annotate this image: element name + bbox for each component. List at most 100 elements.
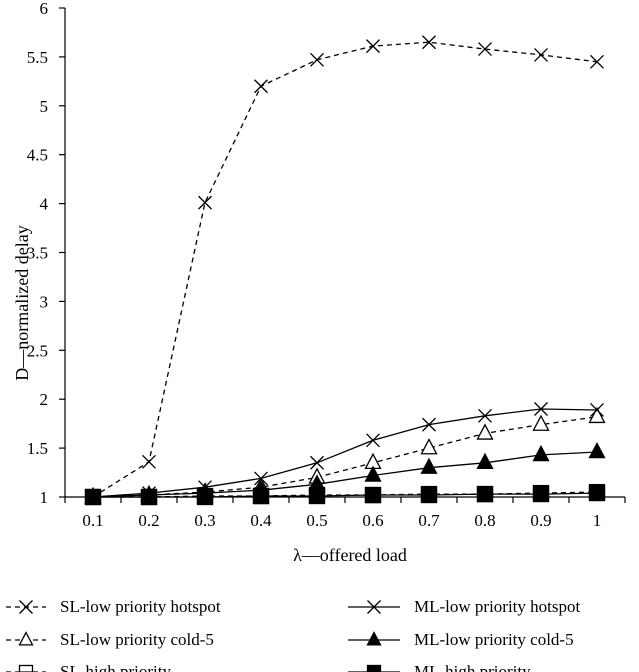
y-tick-label: 5	[40, 97, 49, 116]
data-point-sl-low-priority-hotspot-shape	[310, 52, 324, 67]
x-tick-label: 0.1	[82, 511, 103, 530]
legend-item-sl-low-priority-cold-5: SL-low priority cold-5	[6, 630, 214, 649]
series-line-ml-low-priority-hotspot	[92, 408, 598, 498]
data-point-ml-low-priority-cold-5-shape	[476, 452, 494, 470]
data-point-ml-low-priority-hotspot-shape	[534, 402, 548, 416]
data-point-ml-low-priority-hotspot-shape	[422, 417, 436, 432]
data-point-ml-low-priority-hotspot	[310, 455, 324, 470]
data-point-ml-low-priority-hotspot-shape	[366, 433, 380, 448]
data-point-ml-high-priority-shape	[308, 487, 326, 505]
legend-label: SL-high priority	[60, 662, 171, 672]
data-point-ml-high-priority	[364, 486, 382, 504]
data-point-ml-low-priority-cold-5	[364, 465, 382, 482]
series-line-sl-low-priority-hotspot	[92, 41, 598, 498]
legend-marker	[18, 631, 34, 646]
data-point-sl-low-priority-cold-5	[588, 406, 606, 424]
data-point-ml-low-priority-hotspot-shape	[254, 471, 268, 486]
legend-label: SL-low priority hotspot	[60, 597, 221, 616]
data-point-sl-low-priority-cold-5-shape	[532, 414, 550, 431]
y-tick-label: 3.5	[27, 244, 48, 263]
data-point-sl-low-priority-hotspot	[478, 42, 492, 57]
x-tick-label: 1	[593, 511, 602, 530]
data-point-sl-low-priority-hotspot-shape	[478, 42, 492, 57]
data-point-ml-high-priority	[420, 486, 438, 504]
legend-marker-shape	[366, 664, 382, 672]
data-point-sl-low-priority-cold-5-shape	[588, 406, 606, 424]
data-point-ml-low-priority-cold-5	[420, 457, 438, 474]
data-point-sl-low-priority-hotspot-shape	[534, 47, 548, 62]
data-point-sl-low-priority-hotspot-shape	[366, 39, 380, 54]
legend-marker	[19, 600, 33, 614]
data-point-sl-low-priority-hotspot-shape	[590, 54, 604, 69]
data-point-sl-low-priority-cold-5	[420, 438, 438, 455]
y-tick-label: 1.5	[27, 439, 48, 458]
data-point-ml-high-priority	[252, 487, 270, 505]
data-point-ml-low-priority-hotspot-shape	[478, 408, 492, 423]
data-point-sl-low-priority-hotspot-shape	[198, 195, 212, 210]
data-point-ml-high-priority	[308, 487, 326, 505]
data-point-ml-low-priority-cold-5	[588, 441, 606, 459]
data-point-sl-low-priority-hotspot	[534, 47, 548, 62]
data-point-ml-high-priority-shape	[364, 486, 382, 504]
legend-label: SL-low priority cold-5	[60, 630, 214, 649]
x-tick-label: 0.6	[362, 511, 383, 530]
data-point-sl-low-priority-cold-5-shape	[476, 423, 494, 440]
legend-marker-shape	[18, 631, 34, 646]
legend: SL-low priority hotspot SL-low priority c…	[6, 597, 580, 672]
data-point-ml-low-priority-cold-5	[476, 452, 494, 470]
series-sl-low-priority-cold-5	[84, 406, 606, 504]
x-tick-label: 0.8	[474, 511, 495, 530]
x-tick-label: 0.3	[194, 511, 215, 530]
legend-item-ml-low-priority-hotspot: ML-low priority hotspot	[348, 597, 580, 616]
y-tick-label: 2.5	[27, 341, 48, 360]
series-sl-low-priority-hotspot	[86, 35, 604, 504]
y-tick-label: 2	[40, 390, 49, 409]
plot-area	[84, 35, 606, 506]
legend-label: ML-low priority cold-5	[414, 630, 574, 649]
y-tick-label: 4.5	[27, 146, 48, 165]
legend-label: ML-low priority hotspot	[414, 597, 580, 616]
legend-label: ML-high priority	[414, 662, 531, 672]
axes: 1 1.5 2 2.5 3 3.5 4 4.5 5 5.5 6 0.1 0.2 0.3 0.4 0.5 0.6 0…	[27, 0, 626, 530]
legend-item-ml-low-priority-cold-5: ML-low priority cold-5	[348, 630, 574, 649]
y-tick-label: 1	[40, 488, 49, 507]
data-point-ml-low-priority-hotspot	[534, 402, 548, 416]
x-tick-label: 0.7	[418, 511, 440, 530]
data-point-sl-low-priority-hotspot-shape	[254, 79, 268, 94]
x-tick-label: 0.2	[138, 511, 159, 530]
legend-item-sl-high-priority: SL-high priority	[6, 662, 171, 672]
y-tick-label: 3	[40, 292, 49, 311]
data-point-ml-high-priority-shape	[252, 487, 270, 505]
series-line-ml-low-priority-cold-5	[92, 451, 598, 498]
y-tick-label: 6	[40, 0, 49, 18]
data-point-ml-high-priority	[588, 484, 606, 502]
data-point-ml-low-priority-cold-5	[532, 444, 550, 462]
data-point-sl-low-priority-hotspot	[198, 195, 212, 210]
x-tick-label: 0.9	[530, 511, 551, 530]
data-point-ml-high-priority-shape	[532, 485, 550, 503]
legend-marker	[366, 631, 382, 646]
data-point-sl-low-priority-hotspot-shape	[142, 454, 156, 469]
data-point-ml-high-priority-shape	[476, 485, 494, 503]
data-point-sl-low-priority-cold-5-shape	[420, 438, 438, 455]
data-point-ml-high-priority	[476, 485, 494, 503]
data-point-ml-high-priority-shape	[588, 484, 606, 502]
data-point-ml-low-priority-hotspot	[590, 402, 604, 417]
legend-marker-shape	[19, 600, 33, 614]
legend-marker-shape	[18, 664, 34, 672]
data-point-ml-low-priority-cold-5-shape	[364, 465, 382, 482]
data-point-sl-low-priority-hotspot	[366, 39, 380, 54]
data-point-sl-low-priority-hotspot	[142, 454, 156, 469]
data-point-sl-low-priority-hotspot	[254, 79, 268, 94]
data-point-ml-low-priority-hotspot	[366, 433, 380, 448]
legend-marker	[366, 664, 382, 672]
series-line-sl-low-priority-cold-5	[92, 416, 598, 498]
legend-marker	[367, 600, 381, 614]
data-point-ml-low-priority-hotspot-shape	[310, 455, 324, 470]
data-point-ml-low-priority-hotspot	[254, 471, 268, 486]
data-point-sl-low-priority-cold-5	[532, 414, 550, 431]
data-point-ml-low-priority-hotspot-shape	[590, 402, 604, 417]
data-point-sl-low-priority-cold-5	[476, 423, 494, 440]
data-point-sl-low-priority-hotspot	[590, 54, 604, 69]
